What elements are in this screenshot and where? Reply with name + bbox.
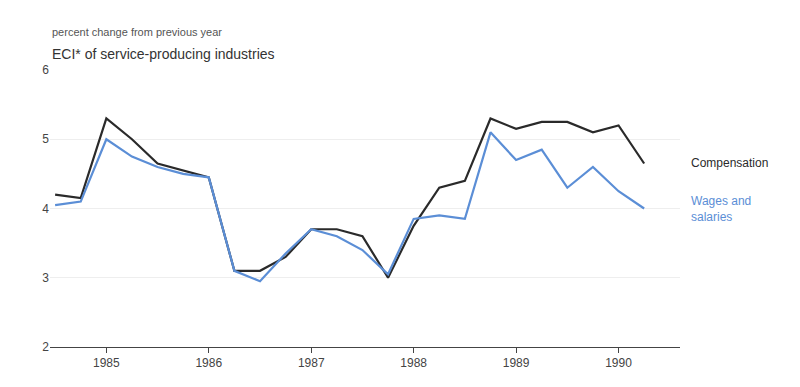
- svg-text:2: 2: [42, 340, 49, 354]
- svg-text:1988: 1988: [400, 356, 427, 370]
- svg-text:ECI* of service-producing indu: ECI* of service-producing industries: [52, 46, 275, 62]
- svg-text:3: 3: [42, 271, 49, 285]
- svg-text:1989: 1989: [503, 356, 530, 370]
- svg-text:1987: 1987: [298, 356, 325, 370]
- svg-text:1985: 1985: [93, 356, 120, 370]
- svg-text:Wages andsalaries: Wages andsalaries: [691, 194, 751, 224]
- svg-text:6: 6: [42, 63, 49, 77]
- svg-text:5: 5: [42, 132, 49, 146]
- svg-text:Compensation: Compensation: [691, 156, 768, 170]
- svg-text:percent change from previous y: percent change from previous year: [52, 26, 222, 38]
- svg-text:1990: 1990: [605, 356, 632, 370]
- svg-text:1986: 1986: [195, 356, 222, 370]
- svg-text:4: 4: [42, 202, 49, 216]
